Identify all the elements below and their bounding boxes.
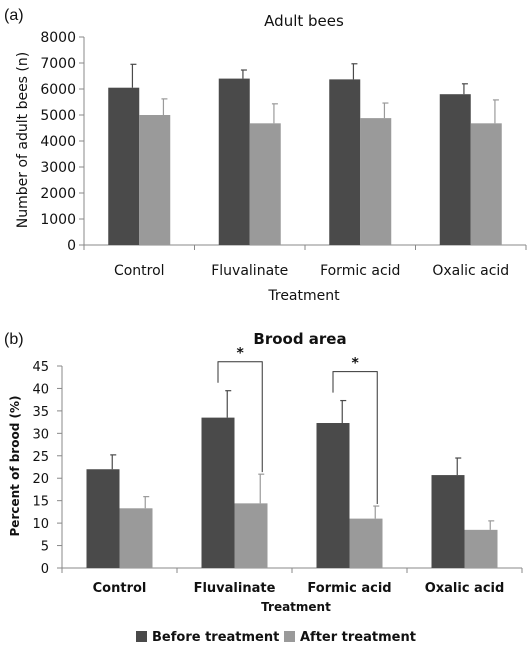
panel-b-bar-before	[201, 417, 235, 568]
panel-a-category-label: Control	[114, 263, 165, 279]
panel-b-y-tick-label: 5	[41, 540, 49, 555]
legend-label-before: Before treatment	[152, 630, 279, 645]
panel-b-y-tick-label: 35	[32, 405, 49, 420]
legend: Before treatment After treatment	[136, 630, 416, 645]
panel-a-bar-after	[249, 123, 281, 245]
panel-b-category-label: Formic acid	[307, 581, 391, 596]
panel-b-bar-before	[316, 423, 350, 568]
panel-a-y-tick-label: 4000	[40, 134, 76, 150]
panel-b-y-tick-label: 20	[32, 472, 49, 487]
panel-b-significance-bracket	[332, 371, 378, 505]
legend-label-after: After treatment	[300, 630, 416, 645]
panel-a-category-label: Formic acid	[320, 263, 400, 279]
legend-swatch-after	[284, 631, 295, 642]
panel-a-bar-before	[108, 87, 140, 245]
panel-b-y-tick-label: 45	[32, 360, 49, 375]
panel-b-y-tick-label: 30	[32, 427, 49, 442]
panel-b: (b) Brood area Percent of brood (%) Trea…	[4, 330, 523, 614]
panel-b-y-tick-label: 0	[41, 562, 49, 577]
panel-a-category-label: Fluvalinate	[211, 263, 288, 279]
panel-a: (a) Adult bees Number of adult bees (n) …	[4, 7, 527, 304]
panel-b-y-tick-label: 10	[32, 517, 49, 532]
panel-a-bar-before	[218, 78, 250, 245]
panel-a-x-axis-label: Treatment	[267, 288, 340, 304]
panel-a-y-axis-label: Number of adult bees (n)	[15, 52, 31, 228]
panel-a-bar-after	[360, 118, 392, 245]
panel-a-label: (a)	[4, 7, 24, 24]
panel-b-label: (b)	[4, 331, 24, 348]
panel-b-y-axis-label: Percent of brood (%)	[8, 396, 22, 537]
panel-b-y-tick-label: 15	[32, 495, 49, 510]
panel-b-category-label: Oxalic acid	[425, 581, 505, 596]
panel-a-bar-before	[439, 94, 471, 245]
panel-a-bar-after	[470, 123, 502, 245]
panel-a-y-tick-label: 7000	[40, 56, 76, 72]
panel-b-y-tick-label: 25	[32, 450, 49, 465]
panel-b-bar-after	[119, 508, 153, 568]
panel-b-bar-after	[464, 529, 498, 568]
panel-a-y-tick-label: 2000	[40, 186, 76, 202]
legend-swatch-before	[136, 631, 147, 642]
panel-a-bar-after	[139, 115, 171, 245]
panel-a-title: Adult bees	[264, 12, 344, 30]
panel-b-significance-marker: *	[351, 356, 359, 372]
panel-a-plot: 0 1000 2000 3000 4000 5000 6000 7000 8000 Control…	[40, 30, 527, 279]
panel-a-y-tick-label: 8000	[40, 30, 76, 46]
panel-a-category-label: Oxalic acid	[432, 263, 509, 279]
panel-b-significance-marker: *	[236, 346, 244, 362]
panel-a-y-tick-label: 0	[67, 238, 76, 254]
panel-b-bar-after	[349, 518, 383, 568]
panel-a-bar-before	[329, 79, 361, 245]
panel-b-significance-bracket	[217, 361, 263, 473]
panel-a-y-tick-label: 5000	[40, 108, 76, 124]
panel-b-category-label: Control	[93, 581, 147, 596]
panel-b-bar-before	[86, 469, 120, 568]
panel-b-y-tick-label: 40	[32, 382, 49, 397]
panel-a-y-tick-label: 6000	[40, 82, 76, 98]
panel-b-x-axis-label: Treatment	[261, 600, 331, 614]
panel-b-bar-before	[431, 475, 465, 568]
panel-b-bar-after	[234, 503, 268, 568]
panel-a-y-tick-label: 3000	[40, 160, 76, 176]
panel-a-y-tick-label: 1000	[40, 212, 76, 228]
panel-b-plot: 0 5 10 15 20 25 30 35 40 45 Control Fluvalinate Form…	[32, 346, 523, 596]
panel-b-category-label: Fluvalinate	[194, 581, 276, 596]
panel-b-title: Brood area	[253, 330, 346, 348]
